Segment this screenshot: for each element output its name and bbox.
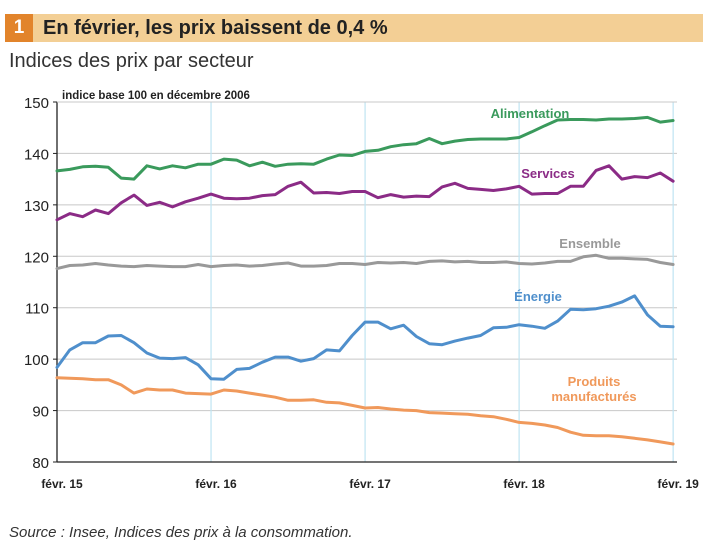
- y-tick-label: 130: [24, 198, 49, 215]
- y-tick-label: 140: [24, 146, 49, 163]
- series-line: [55, 164, 675, 222]
- y-tick-label: 150: [24, 95, 49, 112]
- series-label: Ensemble: [559, 236, 620, 251]
- figure-title: En février, les prix baissent de 0,4 %: [43, 17, 388, 39]
- x-tick-label: févr. 16: [195, 477, 237, 491]
- series-line: [55, 376, 675, 446]
- x-tick-label: févr. 17: [349, 477, 391, 491]
- series-line: [55, 115, 675, 181]
- series-label: Énergie: [514, 289, 562, 304]
- source-note: Source : Insee, Indices des prix à la co…: [9, 524, 353, 541]
- y-tick-label: 80: [32, 455, 49, 472]
- x-tick-label: févr. 15: [41, 477, 83, 491]
- series-label: Alimentation: [491, 106, 570, 121]
- y-tick-label: 90: [32, 404, 49, 421]
- series-label: manufacturés: [551, 389, 636, 404]
- series-label: Services: [521, 166, 575, 181]
- figure-header: 1 En février, les prix baissent de 0,4 %: [5, 14, 703, 42]
- figure-number: 1: [5, 14, 33, 42]
- chart-subtitle: Indices des prix par secteur: [9, 50, 254, 72]
- y-tick-label: 100: [24, 352, 49, 369]
- series-label: Produits: [568, 374, 621, 389]
- x-tick-label: févr. 19: [657, 477, 699, 491]
- axis-unit-note: indice base 100 en décembre 2006: [62, 90, 250, 102]
- y-tick-label: 110: [25, 301, 49, 318]
- y-tick-label: 120: [24, 249, 49, 266]
- x-tick-label: févr. 18: [503, 477, 545, 491]
- series-line: [55, 294, 675, 381]
- series-line: [55, 253, 675, 271]
